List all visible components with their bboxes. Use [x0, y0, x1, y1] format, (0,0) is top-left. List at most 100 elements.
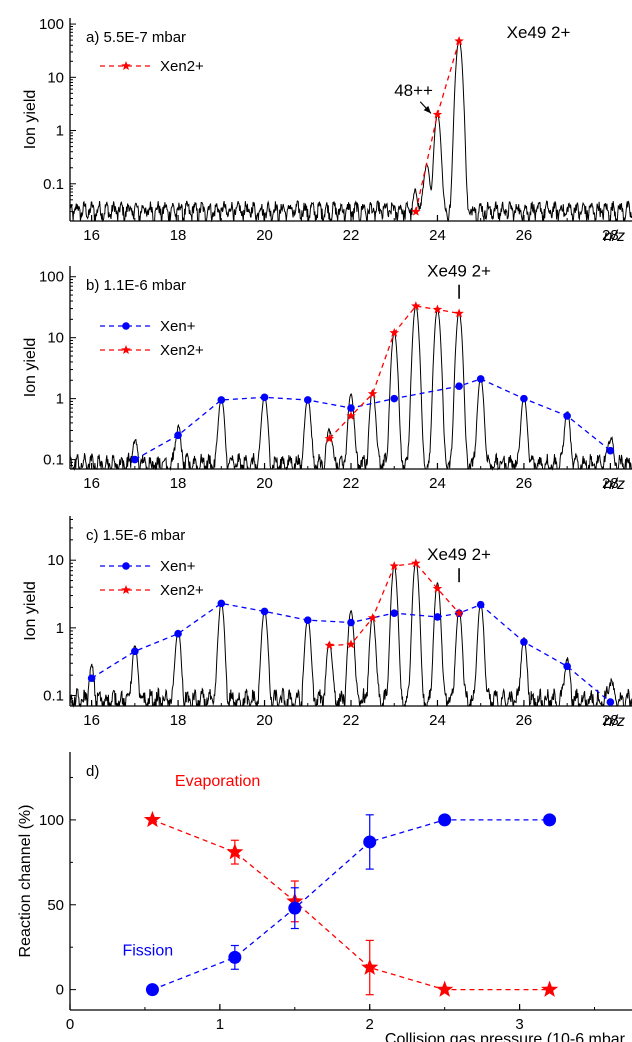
y-tick-label: 100: [39, 269, 64, 286]
circle-point: [543, 813, 557, 827]
x-tick-label: 16: [83, 227, 100, 244]
legend-label: Xen2+: [160, 58, 204, 75]
legend-circle-marker: [122, 562, 130, 570]
x-tick-label: 2: [366, 1016, 374, 1033]
panel-label: d): [86, 763, 99, 780]
spectrum-trace: [69, 560, 632, 708]
legend-star-marker: [121, 61, 131, 71]
x-tick-label: 22: [343, 712, 360, 729]
circle-point: [174, 629, 182, 638]
circle-point: [476, 375, 485, 383]
star-point: [389, 327, 399, 337]
x-tick-label: 26: [516, 475, 533, 492]
x-tick-label: 3: [515, 1016, 523, 1033]
circle-point: [217, 599, 226, 608]
x-tick-label: 24: [429, 712, 446, 729]
panel-d: 0 1 2 3 0 50 100 Reaction channel (%) Collision …: [17, 752, 632, 1042]
y-tick-label: 10: [47, 69, 64, 86]
x-tick-label: 24: [429, 227, 446, 244]
panel-b: 16 18 20 22 24 26 28 0.1 1 10 100 Ion yield n/z b) 1.…: [22, 262, 632, 493]
star-point: [411, 558, 421, 568]
star-point: [367, 388, 378, 398]
y-axis-label: Reaction channel (%): [17, 805, 34, 958]
circle-point: [87, 674, 96, 683]
circle-point: [303, 396, 312, 404]
star-point: [324, 640, 335, 650]
star-point: [432, 109, 443, 119]
annotation-label: Xe49 2+: [427, 545, 491, 564]
star-point: [346, 639, 356, 649]
x-tick-label: 18: [170, 475, 187, 492]
x-tick-label: 26: [516, 227, 533, 244]
y-axis-label: Ion yield: [22, 338, 39, 398]
star-point: [346, 410, 356, 420]
series-line-circle: [134, 378, 611, 461]
annotation-label: Xe49 2+: [427, 262, 491, 281]
star-point: [411, 206, 421, 216]
x-tick-label: 0: [66, 1016, 74, 1033]
panel-label: b) 1.1E-6 mbar: [86, 277, 186, 294]
star-point: [324, 433, 335, 443]
star-point: [389, 561, 399, 571]
x-axis-label: Collision gas pressure (10-6 mbar: [385, 1031, 626, 1042]
panel-a: 16 18 20 22 24 26 28 0.1 1 10 100 Ion yield n/z a) 5.…: [22, 16, 632, 245]
x-tick-label: 20: [256, 475, 273, 492]
legend-label: Xen+: [160, 318, 196, 335]
circle-point: [476, 600, 485, 609]
x-tick-label: 22: [343, 227, 360, 244]
y-tick-label: 0.1: [43, 688, 64, 705]
star-point: [432, 583, 443, 593]
circle-point: [390, 609, 399, 617]
circle-point: [438, 813, 452, 827]
panel-label: a) 5.5E-7 mbar: [86, 29, 186, 46]
annotation-label: 48++: [394, 81, 433, 100]
circle-point: [131, 455, 139, 464]
circle-point: [347, 404, 355, 412]
x-tick-label: 28: [602, 475, 619, 492]
circle-point: [174, 431, 182, 440]
x-tick-label: 20: [256, 227, 273, 244]
x-tick-label: 28: [602, 712, 619, 729]
circle-point: [347, 618, 355, 627]
annotation-arrowhead: [423, 105, 431, 114]
star-point: [367, 612, 378, 623]
y-tick-label: 100: [39, 16, 64, 33]
x-tick-label: 28: [602, 227, 619, 244]
panel-label: c) 1.5E-6 mbar: [86, 527, 185, 544]
y-tick-label: 1: [56, 620, 64, 637]
annotation-label: Xe49 2+: [507, 23, 571, 42]
y-tick-label: 50: [47, 897, 64, 914]
star-point: [454, 36, 464, 46]
spectrum-trace: [69, 305, 632, 471]
x-tick-label: 18: [170, 227, 187, 244]
circle-point: [288, 901, 302, 915]
circle-point: [455, 382, 463, 390]
legend-circle-marker: [122, 322, 130, 330]
x-tick-label: 24: [429, 475, 446, 492]
star-point: [143, 810, 161, 828]
y-tick-label: 10: [47, 330, 64, 347]
circle-point: [217, 396, 226, 404]
star-point: [226, 843, 244, 860]
y-tick-label: 0: [56, 982, 64, 999]
circle-point: [303, 616, 312, 624]
y-tick-label: 0.1: [43, 176, 64, 193]
circle-point: [228, 950, 242, 964]
series-line-circle: [152, 819, 550, 991]
x-tick-label: 22: [343, 475, 360, 492]
x-axis-label: n/z: [604, 713, 625, 730]
y-tick-label: 1: [56, 123, 64, 140]
star-point: [541, 980, 559, 997]
star-point: [411, 301, 421, 311]
legend-label: Xen+: [160, 558, 196, 575]
star-point: [454, 608, 464, 618]
y-tick-label: 10: [47, 552, 64, 569]
circle-point: [260, 607, 269, 616]
circle-point: [131, 647, 139, 656]
x-tick-label: 18: [170, 712, 187, 729]
legend-star-marker: [121, 345, 131, 355]
legend-label: Xen2+: [160, 342, 204, 359]
legend-star-marker: [121, 585, 131, 595]
star-point: [361, 958, 379, 975]
